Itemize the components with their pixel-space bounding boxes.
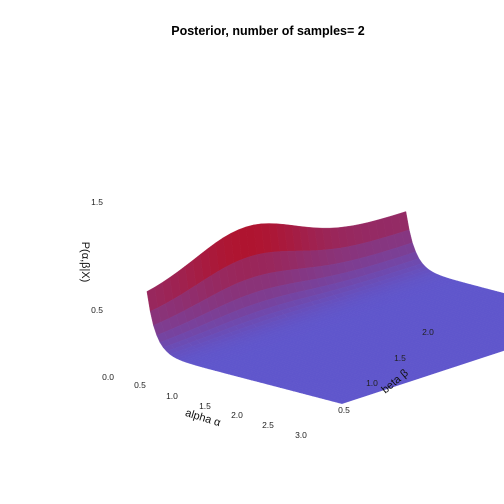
y-tick-label: 2.0: [422, 327, 434, 337]
x-tick-label: 0.5: [134, 380, 146, 390]
x-tick-label: 2.5: [262, 420, 274, 430]
z-tick-label: 1.5: [91, 197, 103, 207]
chart-title: Posterior, number of samples= 2: [171, 24, 365, 38]
y-tick-label: 1.0: [366, 378, 378, 388]
x-tick-label: 1.0: [166, 391, 178, 401]
z-tick-label: 0.5: [91, 305, 103, 315]
surface-patch: [337, 400, 351, 404]
z-axis-label: P(α,β|X): [79, 242, 91, 283]
y-tick-label: 0.5: [338, 405, 350, 415]
surface-plot: [146, 211, 504, 404]
x-tick-label: 1.5: [199, 401, 211, 411]
z-tick-label: 0.0: [102, 372, 114, 382]
x-tick-label: 3.0: [295, 430, 307, 440]
y-tick-label: 1.5: [394, 353, 406, 363]
x-tick-label: 2.0: [231, 410, 243, 420]
